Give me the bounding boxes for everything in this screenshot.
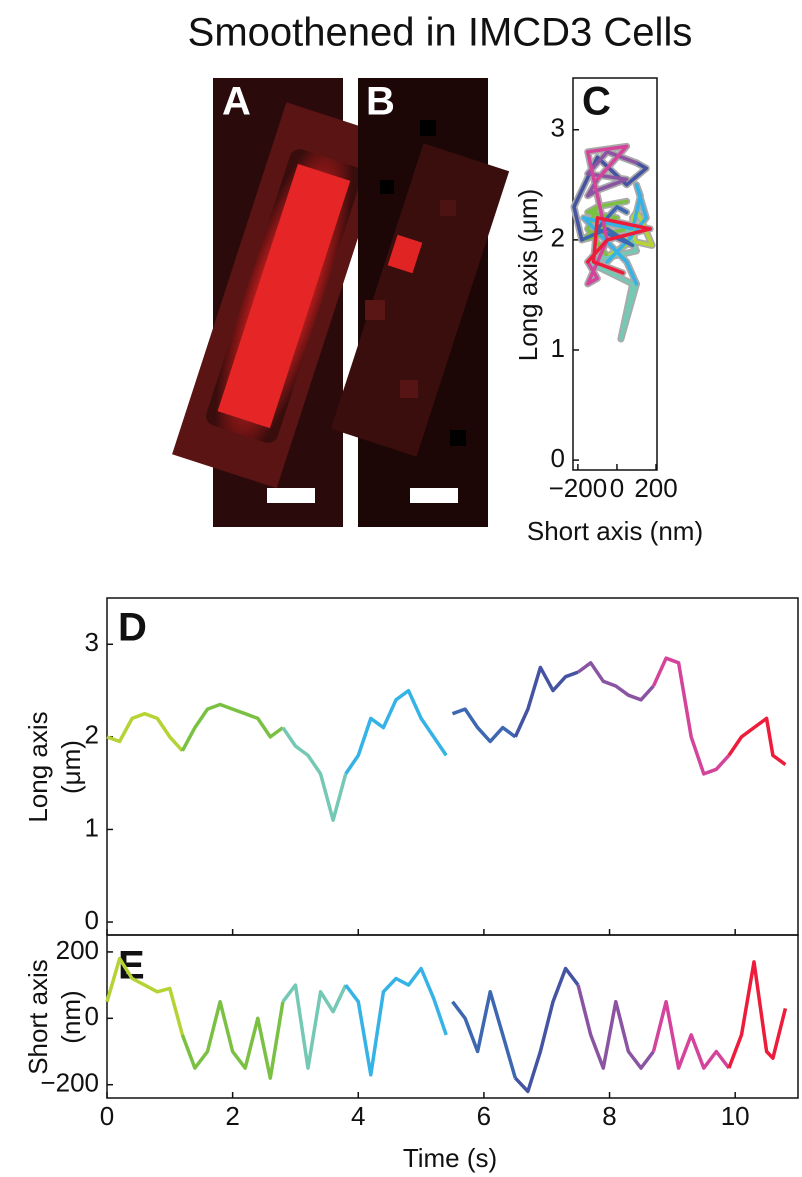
y-tick-label: 0 bbox=[85, 905, 99, 935]
y-tick-label: 3 bbox=[551, 113, 565, 143]
data-line bbox=[451, 707, 517, 744]
panel-label: A bbox=[222, 80, 251, 124]
y-axis-label: (nm) bbox=[56, 990, 86, 1043]
image-a bbox=[172, 78, 392, 527]
data-line bbox=[106, 711, 184, 752]
data-line bbox=[513, 665, 579, 738]
trajectory bbox=[580, 199, 629, 259]
data-line bbox=[576, 984, 655, 1070]
y-axis-label: Long axis bbox=[23, 711, 53, 822]
data-line bbox=[180, 702, 284, 752]
panel-label: C bbox=[582, 80, 611, 124]
data-line bbox=[344, 966, 448, 1077]
panel-label: D bbox=[118, 606, 147, 650]
y-tick-label: 2 bbox=[85, 720, 99, 750]
plot-frame bbox=[572, 77, 658, 471]
data-line bbox=[577, 661, 655, 702]
y-tick-label: 1 bbox=[551, 333, 565, 363]
y-tick-label: −200 bbox=[40, 1068, 99, 1098]
figure-title: Smoothened in IMCD3 Cells bbox=[188, 11, 693, 55]
data-line bbox=[514, 966, 580, 1094]
trajectory bbox=[585, 150, 639, 198]
x-tick-label: 8 bbox=[602, 1101, 616, 1131]
data-line bbox=[281, 726, 348, 822]
x-axis-label: Short axis (nm) bbox=[527, 516, 703, 546]
data-line bbox=[727, 960, 788, 1069]
x-tick-label: 10 bbox=[721, 1101, 750, 1131]
x-tick-label: 2 bbox=[225, 1101, 239, 1131]
panel-label: B bbox=[366, 80, 395, 124]
x-tick-label: 0 bbox=[610, 473, 624, 503]
plot-frame bbox=[106, 934, 799, 1099]
data-line bbox=[727, 716, 787, 767]
y-axis-label: (μm) bbox=[56, 740, 86, 794]
trajectory bbox=[585, 216, 652, 275]
image-b bbox=[330, 78, 510, 527]
x-axis-label: Time (s) bbox=[403, 1143, 497, 1173]
x-tick-label: 0 bbox=[100, 1101, 114, 1131]
y-tick-label: 1 bbox=[85, 812, 99, 842]
y-tick-label: 0 bbox=[551, 443, 565, 473]
data-line bbox=[651, 999, 731, 1070]
trajectory bbox=[585, 227, 639, 341]
x-tick-label: −200 bbox=[549, 473, 608, 503]
x-tick-label: 6 bbox=[477, 1101, 491, 1131]
data-line bbox=[105, 956, 185, 1036]
y-tick-label: 200 bbox=[56, 935, 99, 965]
x-tick-label: 200 bbox=[634, 473, 677, 503]
data-line bbox=[451, 990, 517, 1079]
data-line bbox=[180, 999, 285, 1080]
data-line bbox=[344, 688, 448, 775]
data-line bbox=[281, 983, 348, 1070]
x-tick-label: 4 bbox=[351, 1101, 365, 1131]
y-tick-label: 0 bbox=[85, 1001, 99, 1031]
trajectory bbox=[572, 155, 649, 242]
y-tick-label: 2 bbox=[551, 223, 565, 253]
data-line bbox=[651, 656, 731, 776]
y-tick-label: 3 bbox=[85, 627, 99, 657]
y-axis-label: Short axis bbox=[23, 959, 53, 1075]
y-axis-label: Long axis (μm) bbox=[513, 189, 543, 361]
plot-frame bbox=[106, 597, 799, 936]
